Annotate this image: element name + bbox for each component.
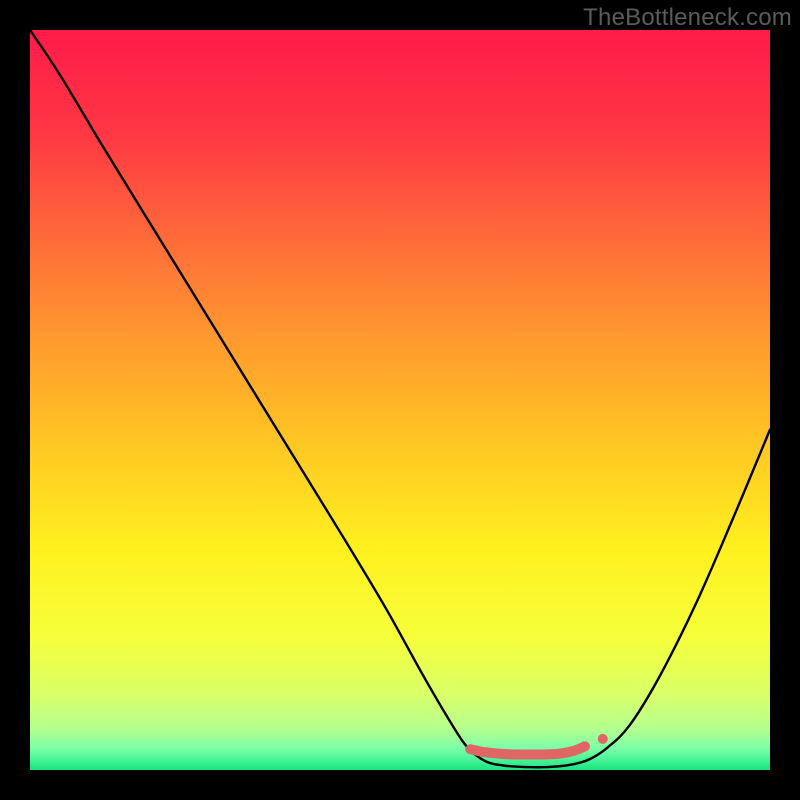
chart-frame: TheBottleneck.com	[0, 0, 800, 800]
watermark-text: TheBottleneck.com	[583, 4, 792, 32]
end-marker-dot	[598, 734, 608, 744]
chart-svg	[30, 30, 770, 770]
gradient-background	[30, 30, 770, 770]
bottleneck-chart	[30, 30, 770, 770]
